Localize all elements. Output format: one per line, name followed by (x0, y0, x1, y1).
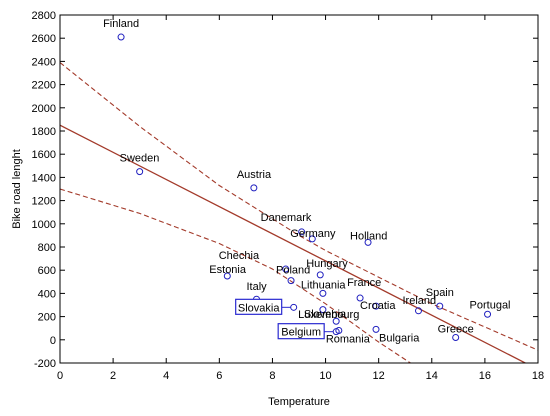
point-label-germany: Germany (290, 228, 336, 240)
data-point-greece (452, 333, 460, 341)
point-label-hungary: Hungary (306, 258, 348, 270)
data-point-germany (308, 235, 316, 243)
y-tick-label: 1200 (32, 196, 56, 208)
x-tick-label: 16 (479, 370, 491, 382)
data-point-estonia (223, 272, 231, 280)
data-point-chechia (282, 265, 290, 273)
y-tick-label: 0 (50, 335, 56, 347)
data-point-slovenia (319, 306, 327, 314)
point-label-greece: Greece (438, 323, 474, 335)
data-point-bulgaria (372, 325, 380, 333)
point-label-finland: Finland (103, 18, 139, 30)
x-tick-label: 8 (269, 370, 275, 382)
x-axis-label: Temperature (268, 396, 330, 408)
data-point-hungary (316, 271, 324, 279)
point-label-france: France (347, 277, 381, 289)
y-tick-label: 1600 (32, 149, 56, 161)
data-point-slovakia (290, 303, 298, 311)
data-point-sweden (136, 168, 144, 176)
data-point-croatia (372, 302, 380, 310)
y-tick-label: 800 (38, 242, 56, 254)
regression-lines (60, 62, 538, 363)
y-tick-label: 2000 (32, 103, 56, 115)
data-point-luxembourg (332, 317, 340, 325)
point-label-belgium: Belgium (281, 327, 321, 339)
point-label-italy: Italy (247, 281, 268, 293)
regression-line (60, 124, 527, 363)
point-label-croatia: Croatia (360, 300, 396, 312)
y-tick-label: 1800 (32, 126, 56, 138)
y-tick-label: 2800 (32, 10, 56, 22)
y-tick-label: 2600 (32, 33, 56, 45)
data-point-holland (364, 238, 372, 246)
x-axis-ticks: 0 2 4 6 8 10 12 14 16 18 (57, 15, 544, 382)
confidence-band-lower (60, 188, 411, 363)
x-tick-label: 18 (532, 370, 544, 382)
plot-frame (59, 14, 539, 364)
point-label-holland: Holland (350, 230, 387, 242)
y-tick-label: 400 (38, 288, 56, 300)
data-point-lithuania (319, 289, 327, 297)
point-label-slovenia: Slovenia (304, 309, 347, 321)
data-point-portugal (484, 310, 492, 318)
y-tick-label: 200 (38, 312, 56, 324)
point-label-luxembourg: Luxembourg (298, 309, 359, 321)
point-label-ireland: Ireland (403, 295, 437, 307)
data-point-danemark (298, 228, 306, 236)
point-label-chechia: Chechia (219, 250, 260, 262)
point-label-slovakia: Slovakia (238, 302, 280, 314)
data-point-finland (117, 33, 125, 41)
data-point-austria (250, 184, 258, 192)
x-tick-label: 10 (319, 370, 331, 382)
confidence-band-upper (60, 62, 538, 351)
y-tick-label: 2400 (32, 56, 56, 68)
x-tick-label: 14 (426, 370, 438, 382)
y-tick-label: 600 (38, 265, 56, 277)
x-tick-label: 12 (373, 370, 385, 382)
x-tick-label: 0 (57, 370, 63, 382)
point-label-portugal: Portugal (470, 299, 511, 311)
point-label-bulgaria: Bulgaria (379, 332, 420, 344)
point-label-poland: Poland (276, 265, 310, 277)
point-label-austria: Austria (237, 169, 272, 181)
y-tick-label: 2200 (32, 80, 56, 92)
point-label-estonia: Estonia (209, 264, 247, 276)
x-tick-label: 6 (216, 370, 222, 382)
data-point-france (356, 294, 364, 302)
y-axis-ticks: -200 0 200 400 600 800 1000 1200 1400 1600 1800 200… (32, 10, 538, 370)
y-tick-label: 1000 (32, 219, 56, 231)
data-point-romania (335, 327, 343, 335)
data-points: Finland Sweden Austria Danemark Germany Holla… (103, 18, 510, 345)
y-axis-label: Bike road lenght (11, 149, 23, 229)
point-label-spain: Spain (426, 287, 454, 299)
x-tick-label: 2 (110, 370, 116, 382)
data-point-poland (287, 277, 295, 285)
data-point-spain (436, 302, 444, 310)
point-label-danemark: Danemark (261, 212, 312, 224)
x-tick-label: 4 (163, 370, 169, 382)
data-point-ireland (415, 307, 422, 315)
point-label-lithuania: Lithuania (301, 279, 347, 291)
point-label-sweden: Sweden (120, 153, 160, 165)
point-label-romania: Romania (326, 334, 371, 346)
y-tick-label: 1400 (32, 172, 56, 184)
y-tick-label: -200 (34, 358, 56, 370)
